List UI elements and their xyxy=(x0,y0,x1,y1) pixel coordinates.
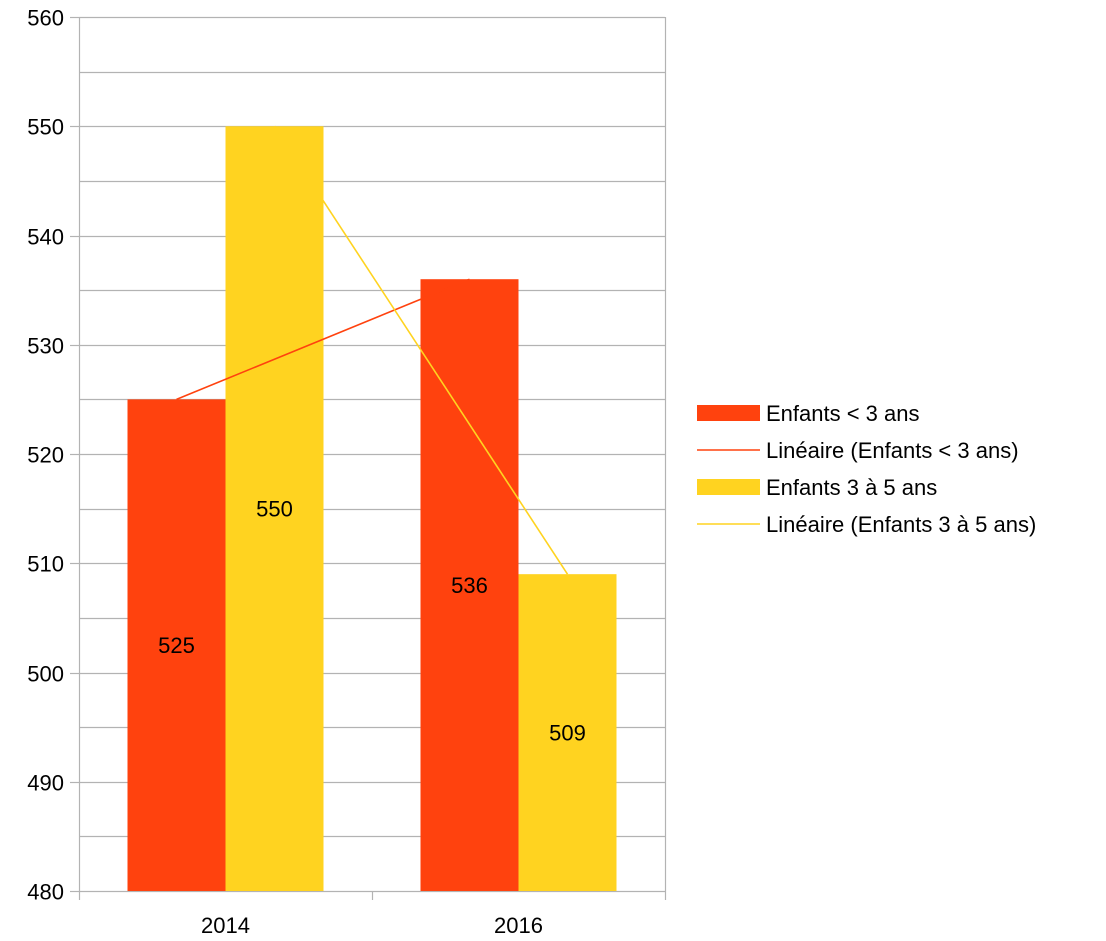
y-tick-label: 500 xyxy=(27,662,64,687)
axes xyxy=(70,16,667,900)
y-tick-label: 480 xyxy=(27,880,64,905)
y-tick-label: 490 xyxy=(27,771,64,796)
bar xyxy=(420,279,519,891)
y-tick-label: 560 xyxy=(27,6,64,31)
data-label: 509 xyxy=(549,721,586,746)
data-label: 525 xyxy=(158,633,195,658)
x-axis-tick-labels: 2014 2016 xyxy=(201,913,543,938)
y-tick-label: 550 xyxy=(27,115,64,140)
trendline xyxy=(273,125,569,575)
bar xyxy=(518,574,617,891)
data-label: 550 xyxy=(256,497,293,522)
legend-label: Linéaire (Enfants 3 à 5 ans) xyxy=(766,512,1036,537)
data-label: 536 xyxy=(451,573,488,598)
y-axis-tick-labels: 480 490 500 510 520 530 540 550 560 xyxy=(27,6,64,905)
data-labels: 525 550 536 509 xyxy=(158,497,586,746)
trendlines xyxy=(176,125,569,575)
legend-label: Enfants < 3 ans xyxy=(766,401,920,426)
legend-swatch xyxy=(697,405,760,421)
bars xyxy=(127,126,617,891)
y-tick-label: 520 xyxy=(27,443,64,468)
legend: Enfants < 3 ans Linéaire (Enfants < 3 ans… xyxy=(697,401,1036,537)
legend-label: Linéaire (Enfants < 3 ans) xyxy=(766,438,1019,463)
legend-swatch xyxy=(697,479,760,495)
x-tick-label: 2016 xyxy=(494,913,543,938)
bar xyxy=(127,399,226,891)
y-tick-label: 510 xyxy=(27,552,64,577)
y-tick-label: 540 xyxy=(27,225,64,250)
bar xyxy=(225,126,324,891)
x-tick-label: 2014 xyxy=(201,913,250,938)
legend-label: Enfants 3 à 5 ans xyxy=(766,475,937,500)
trendline xyxy=(176,278,470,401)
y-tick-label: 530 xyxy=(27,334,64,359)
